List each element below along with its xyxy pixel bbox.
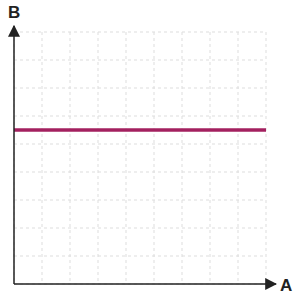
y-grid-line	[14, 228, 266, 229]
x-axis-label: A	[280, 276, 292, 295]
y-axis	[13, 26, 15, 284]
plot-area	[14, 130, 266, 131]
grid	[14, 32, 266, 284]
y-grid-line	[14, 256, 266, 257]
x-grid-line	[210, 32, 211, 284]
y-axis-label: B	[8, 3, 20, 22]
x-grid-line	[98, 32, 99, 284]
x-grid-line	[238, 32, 239, 284]
y-grid-line	[14, 60, 266, 61]
chart: AB	[0, 0, 304, 299]
x-grid-line	[182, 32, 183, 284]
x-grid-line	[42, 32, 43, 284]
x-axis	[14, 283, 276, 285]
y-grid-line	[14, 116, 266, 117]
x-grid-line	[154, 32, 155, 284]
y-grid-line	[14, 88, 266, 89]
y-grid-line	[14, 200, 266, 201]
x-grid-line	[70, 32, 71, 284]
y-grid-line	[14, 144, 266, 145]
y-grid-line	[14, 32, 266, 33]
data-line	[14, 128, 266, 132]
x-grid-line	[266, 32, 267, 284]
chart-container: AB	[0, 0, 304, 299]
x-grid-line	[126, 32, 127, 284]
y-grid-line	[14, 172, 266, 173]
